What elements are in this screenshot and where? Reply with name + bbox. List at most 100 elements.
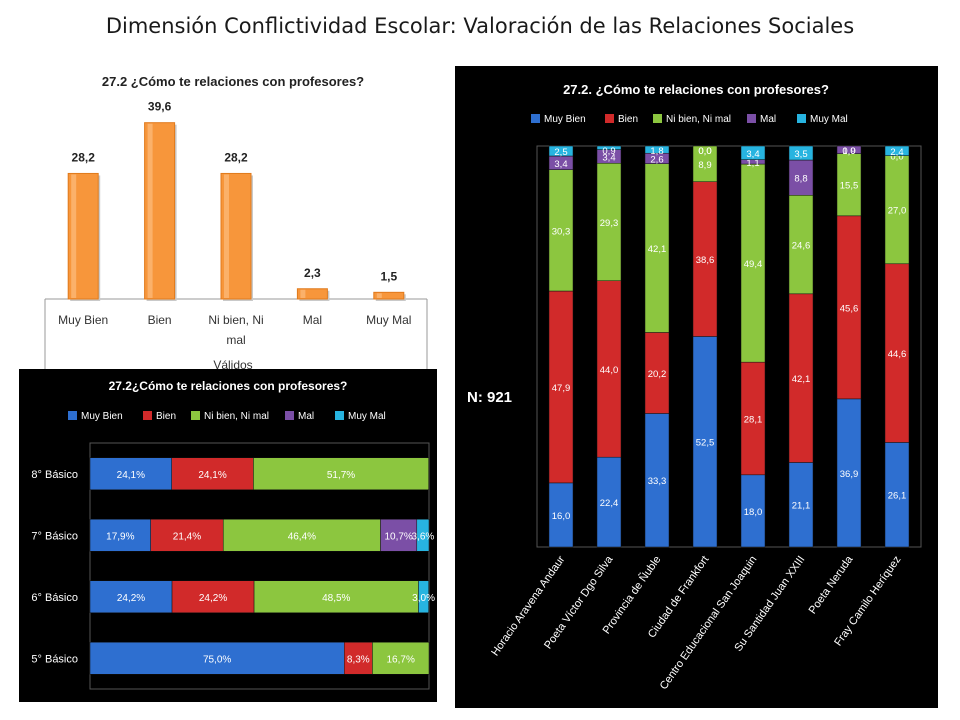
data-label: 0,0 xyxy=(698,146,711,157)
data-label: 26,1 xyxy=(888,491,907,502)
data-label: 75,0% xyxy=(203,654,231,665)
stacked-bar-segment xyxy=(788,159,814,196)
sample-size-label: N: 921 xyxy=(467,389,513,406)
data-label: 44,0 xyxy=(600,365,619,376)
data-label: 28,2 xyxy=(72,150,96,164)
page-title: Dimensión Conflictividad Escolar: Valora… xyxy=(105,14,855,38)
grade-stacked-chart: 27.2¿Cómo te relaciones con profesores? M… xyxy=(19,369,437,702)
data-label: 45,6 xyxy=(840,303,859,314)
bar-highlight xyxy=(300,289,306,298)
legend-swatch xyxy=(143,411,152,420)
data-label: 0,0 xyxy=(842,146,855,157)
category-label: Muy Bien xyxy=(58,313,108,327)
plot-area xyxy=(536,145,922,548)
data-label: 28,1 xyxy=(744,414,763,425)
data-label: 0,0 xyxy=(698,146,711,157)
stacked-bar-segment xyxy=(344,642,373,675)
legend-label: Ni bien, Ni mal xyxy=(666,114,731,125)
data-label: 51,7% xyxy=(327,470,355,481)
legend-swatch xyxy=(653,114,662,123)
data-label: 0,9 xyxy=(602,146,615,157)
data-label: 17,9% xyxy=(106,531,134,542)
legend-swatch xyxy=(335,411,344,420)
data-label: 28,2 xyxy=(224,150,248,164)
stacked-bar-segment xyxy=(836,145,862,154)
stacked-bar-segment xyxy=(884,263,910,443)
stacked-bar-segment xyxy=(253,457,429,490)
chart-title: 27.2. ¿Cómo te relaciones con profesores… xyxy=(563,82,829,97)
legend-label: Ni bien, Ni mal xyxy=(204,411,269,422)
stacked-bar-segment xyxy=(788,145,814,161)
stacked-bar-segment xyxy=(89,642,345,675)
data-label: 33,3 xyxy=(648,476,667,487)
data-label: 29,3 xyxy=(600,218,619,229)
legend-swatch xyxy=(797,114,806,123)
data-label: 20,2 xyxy=(648,369,667,380)
stacked-bar-segment xyxy=(150,519,224,552)
data-label: 36,9 xyxy=(840,469,859,480)
data-label: 46,4% xyxy=(288,531,316,542)
stacked-bar-segment xyxy=(884,145,910,156)
bar-highlight xyxy=(224,174,229,298)
data-label: 8,8 xyxy=(794,174,807,185)
category-label: mal xyxy=(226,333,245,347)
legend-label: Mal xyxy=(760,114,776,125)
stacked-bar-segment xyxy=(836,215,862,400)
legend-swatch xyxy=(68,411,77,420)
data-label: 15,5 xyxy=(840,181,859,192)
stacked-bar-segment xyxy=(692,181,718,337)
data-label: 38,6 xyxy=(696,255,715,266)
stacked-bar-segment xyxy=(222,519,381,552)
bar xyxy=(296,288,328,300)
data-label: 52,5 xyxy=(696,438,715,449)
category-label: Muy Mal xyxy=(366,313,411,327)
stacked-bar-segment xyxy=(372,642,430,675)
stacked-bar-segment xyxy=(644,332,670,414)
data-label: 2,4 xyxy=(890,147,903,158)
stacked-bar-segment xyxy=(644,145,670,154)
data-label: 2,5 xyxy=(554,147,567,158)
stacked-bar-segment xyxy=(740,361,766,476)
category-label: Poeta Neruda xyxy=(807,553,856,616)
data-label: 8,3% xyxy=(347,654,370,665)
data-label: 24,1% xyxy=(198,470,226,481)
legend-label: Muy Bien xyxy=(81,411,123,422)
data-label: 1,5 xyxy=(380,269,397,283)
legend-swatch xyxy=(747,114,756,123)
stacked-bar-segment xyxy=(884,155,910,265)
data-label: 16,7% xyxy=(387,654,415,665)
legend-swatch xyxy=(605,114,614,123)
data-label: 21,1 xyxy=(792,501,811,512)
stacked-bar-segment xyxy=(418,580,429,613)
overall-bar-chart: 27.2 ¿Cómo te relaciones con profesores?… xyxy=(37,62,429,372)
stacked-bar-segment xyxy=(836,398,862,548)
stacked-bar-segment xyxy=(740,474,766,548)
data-label: 24,2% xyxy=(199,593,227,604)
stacked-bar-segment xyxy=(836,153,862,217)
legend-swatch xyxy=(191,411,200,420)
data-label: 22,4 xyxy=(600,498,619,509)
data-label: 3,0% xyxy=(412,593,435,604)
category-label: 5° Básico xyxy=(31,653,78,665)
data-label: 42,1 xyxy=(648,244,667,255)
stacked-bar-segment xyxy=(788,462,814,548)
group-label: Válidos xyxy=(213,358,252,372)
stacked-bar-segment xyxy=(548,145,574,157)
data-label: 0,0 xyxy=(890,152,903,163)
stacked-bar-segment xyxy=(171,580,255,613)
stacked-bar-segment xyxy=(380,519,418,552)
data-label: 30,3 xyxy=(552,226,571,237)
stacked-bar-segment xyxy=(89,580,173,613)
bar-highlight xyxy=(71,174,77,298)
stacked-bar-segment xyxy=(740,163,766,363)
bar-highlight xyxy=(147,123,153,298)
stacked-bar-segment xyxy=(644,163,670,333)
stacked-bar-segment xyxy=(596,456,622,548)
data-label: 10,7% xyxy=(384,531,412,542)
data-label: 42,1 xyxy=(792,374,811,385)
category-label: Ni bien, Ni xyxy=(208,313,263,327)
bar xyxy=(373,291,405,300)
category-label: Bien xyxy=(148,313,172,327)
stacked-bar-segment xyxy=(416,519,430,552)
legend-label: Muy Bien xyxy=(544,114,586,125)
